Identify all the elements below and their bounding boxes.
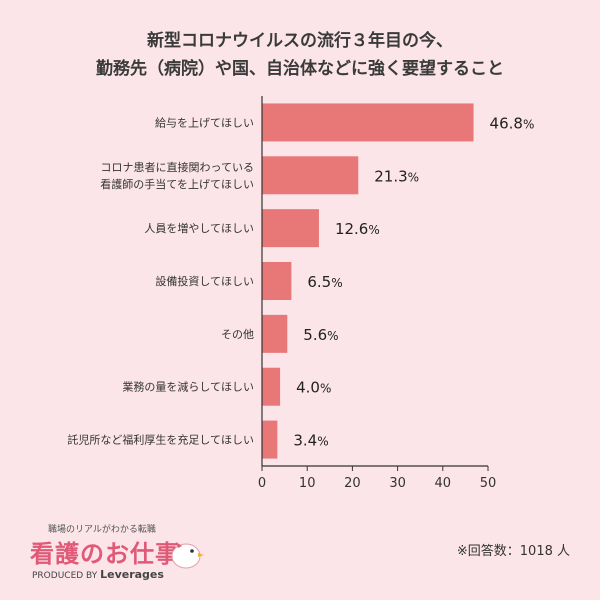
logo-tagline: 職場のリアルがわかる転職	[48, 525, 156, 535]
value-label-2: 12.6%	[335, 220, 380, 238]
value-unit-3: %	[331, 276, 342, 290]
category-label-2-0: 人員を増やしてほしい	[144, 222, 254, 235]
x-tick-label-3: 30	[389, 476, 406, 491]
category-label-5-0: 業務の量を減らしてほしい	[122, 380, 254, 394]
value-label-0: 46.8%	[490, 114, 535, 132]
category-label-1-1: 看護師の手当てを上げてほしい	[100, 177, 254, 191]
x-tick-label-1: 10	[299, 476, 316, 491]
value-unit-5: %	[320, 382, 331, 396]
bird-mascot-icon	[171, 542, 204, 569]
value-unit-2: %	[368, 223, 379, 237]
x-tick-label-5: 50	[480, 476, 497, 491]
x-tick-label-2: 20	[344, 476, 361, 491]
value-unit-1: %	[408, 170, 419, 184]
bar-3	[262, 262, 292, 300]
logo-brand: Leverages	[100, 568, 164, 581]
logo-produced-by: PRODUCED BY Leverages	[32, 568, 164, 581]
value-unit-4: %	[327, 329, 338, 343]
value-label-4: 5.6%	[303, 326, 338, 344]
x-tick-label-0: 0	[258, 476, 266, 491]
category-label-6-0: 託児所など福利厚生を充足してほしい	[67, 433, 254, 447]
logo: 職場のリアルがわかる転職 看護のお仕事 PRODUCED BY Leverage…	[30, 522, 210, 582]
value-unit-6: %	[317, 435, 328, 449]
bar-6	[262, 420, 278, 459]
value-unit-0: %	[523, 117, 534, 131]
value-label-3: 6.5%	[307, 273, 342, 291]
respondent-count: ※回答数：1018 人	[456, 544, 570, 559]
value-label-5: 4.0%	[296, 379, 331, 397]
chart-title-line-2: 勤務先（病院）や国、自治体などに強く要望すること	[96, 59, 504, 79]
value-label-6: 3.4%	[293, 432, 328, 450]
bar-1	[262, 156, 359, 195]
bar-2	[262, 209, 319, 248]
category-label-4-0: その他	[221, 328, 254, 341]
chart-title-line-1: 新型コロナウイルスの流行３年目の今、	[147, 31, 453, 51]
category-label-3-0: 設備投資してほしい	[155, 274, 254, 288]
bar-5	[262, 367, 281, 406]
x-tick-label-4: 40	[435, 476, 452, 491]
bar-4	[262, 314, 288, 353]
logo-name: 看護のお仕事	[30, 540, 180, 568]
value-label-1: 21.3%	[374, 167, 419, 185]
category-label-1-0: コロナ患者に直接関わっている	[101, 160, 254, 174]
logo-produced-by-label: PRODUCED BY	[32, 571, 98, 581]
bar-0	[262, 103, 474, 142]
category-label-0-0: 給与を上げてほしい	[155, 115, 254, 129]
